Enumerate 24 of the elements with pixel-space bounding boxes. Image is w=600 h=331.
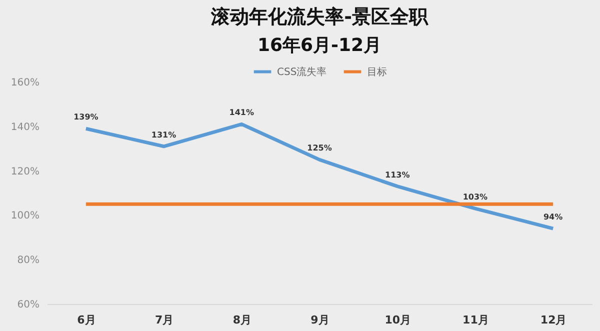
y-tick-label: 60% <box>17 300 40 310</box>
chart-title: 滚动年化流失率-景区全职 <box>210 6 429 28</box>
y-tick-label: 100% <box>10 210 40 222</box>
y-tick-label: 120% <box>10 166 40 178</box>
legend-label: CSS流失率 <box>277 66 327 78</box>
data-label: 131% <box>151 130 176 140</box>
data-label: 103% <box>462 192 488 202</box>
data-label: 94% <box>543 212 563 222</box>
x-tick-label: 7月 <box>154 314 174 326</box>
data-label: 141% <box>229 108 254 118</box>
data-label: 139% <box>74 112 98 122</box>
data-label: 125% <box>307 144 332 153</box>
chart-subtitle: 16年6月-12月 <box>257 35 382 56</box>
x-tick-label: 11月 <box>462 314 489 326</box>
x-tick-label: 8月 <box>232 314 252 326</box>
data-label: 113% <box>385 170 410 180</box>
legend-label: 目标 <box>367 66 387 78</box>
x-tick-label: 12月 <box>540 314 567 326</box>
y-tick-label: 80% <box>17 255 40 266</box>
x-tick-label: 9月 <box>310 314 330 326</box>
x-tick-label: 6月 <box>77 314 96 326</box>
y-tick-label: 160% <box>10 78 40 88</box>
y-tick-label: 140% <box>10 122 40 133</box>
x-tick-label: 10月 <box>384 314 412 326</box>
